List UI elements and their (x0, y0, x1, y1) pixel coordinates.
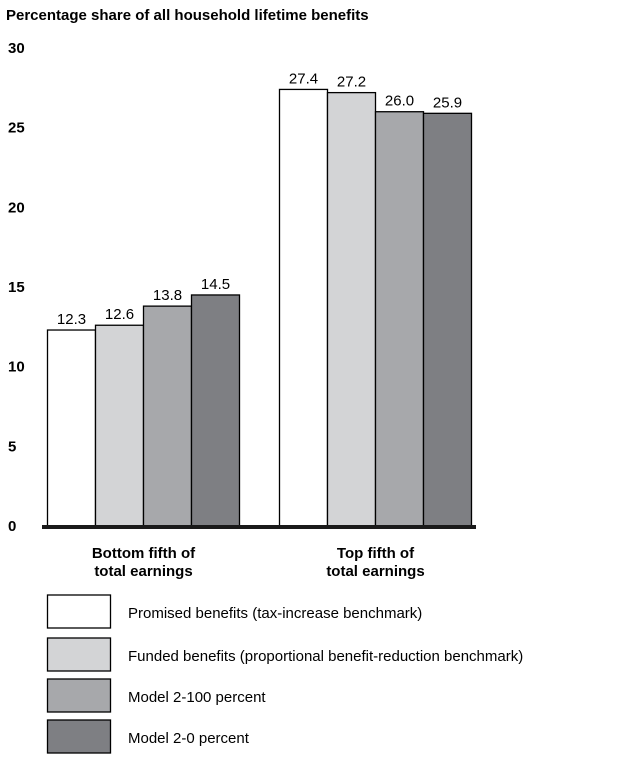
bar-1-4 (192, 295, 240, 526)
bar-1-3 (144, 306, 192, 526)
bar-1-2 (96, 325, 144, 526)
category-label: Bottom fifth of total earnings (92, 545, 196, 580)
bar-1-1 (48, 330, 96, 526)
y-axis: 0 5 10 15 20 25 30 (8, 40, 25, 535)
data-label: 12.3 (57, 311, 86, 328)
bar-2-1 (280, 89, 328, 526)
legend-label: Funded benefits (proportional benefit-re… (128, 648, 523, 665)
x-axis-baseline (42, 525, 476, 529)
y-tick-label: 15 (8, 279, 25, 296)
category-label: Top fifth of total earnings (326, 545, 424, 580)
data-label: 26.0 (385, 93, 414, 110)
y-tick-label: 25 (8, 120, 25, 137)
bar-2-3 (376, 112, 424, 526)
category-labels: Bottom fifth of total earnings Top fifth o… (92, 545, 425, 580)
legend-label: Model 2-100 percent (128, 689, 266, 706)
bar-2-4 (424, 113, 472, 526)
legend-swatch (48, 638, 111, 671)
data-label: 13.8 (153, 287, 182, 304)
y-tick-label: 0 (8, 518, 16, 535)
y-tick-label: 5 (8, 438, 16, 455)
legend-label: Model 2-0 percent (128, 730, 250, 747)
legend: Promised benefits (tax-increase benchmar… (48, 595, 524, 753)
legend-label: Promised benefits (tax-increase benchmar… (128, 605, 422, 622)
legend-swatch (48, 679, 111, 712)
data-label: 12.6 (105, 306, 134, 323)
data-label: 27.4 (289, 70, 318, 87)
bar-2-2 (328, 93, 376, 526)
chart-title: Percentage share of all household lifeti… (6, 7, 369, 24)
data-label: 27.2 (337, 74, 366, 91)
legend-swatch (48, 595, 111, 628)
data-label: 25.9 (433, 94, 462, 111)
y-tick-label: 30 (8, 40, 25, 57)
y-tick-label: 20 (8, 199, 25, 216)
data-label: 14.5 (201, 276, 230, 293)
legend-swatch (48, 720, 111, 753)
y-tick-label: 10 (8, 359, 25, 376)
